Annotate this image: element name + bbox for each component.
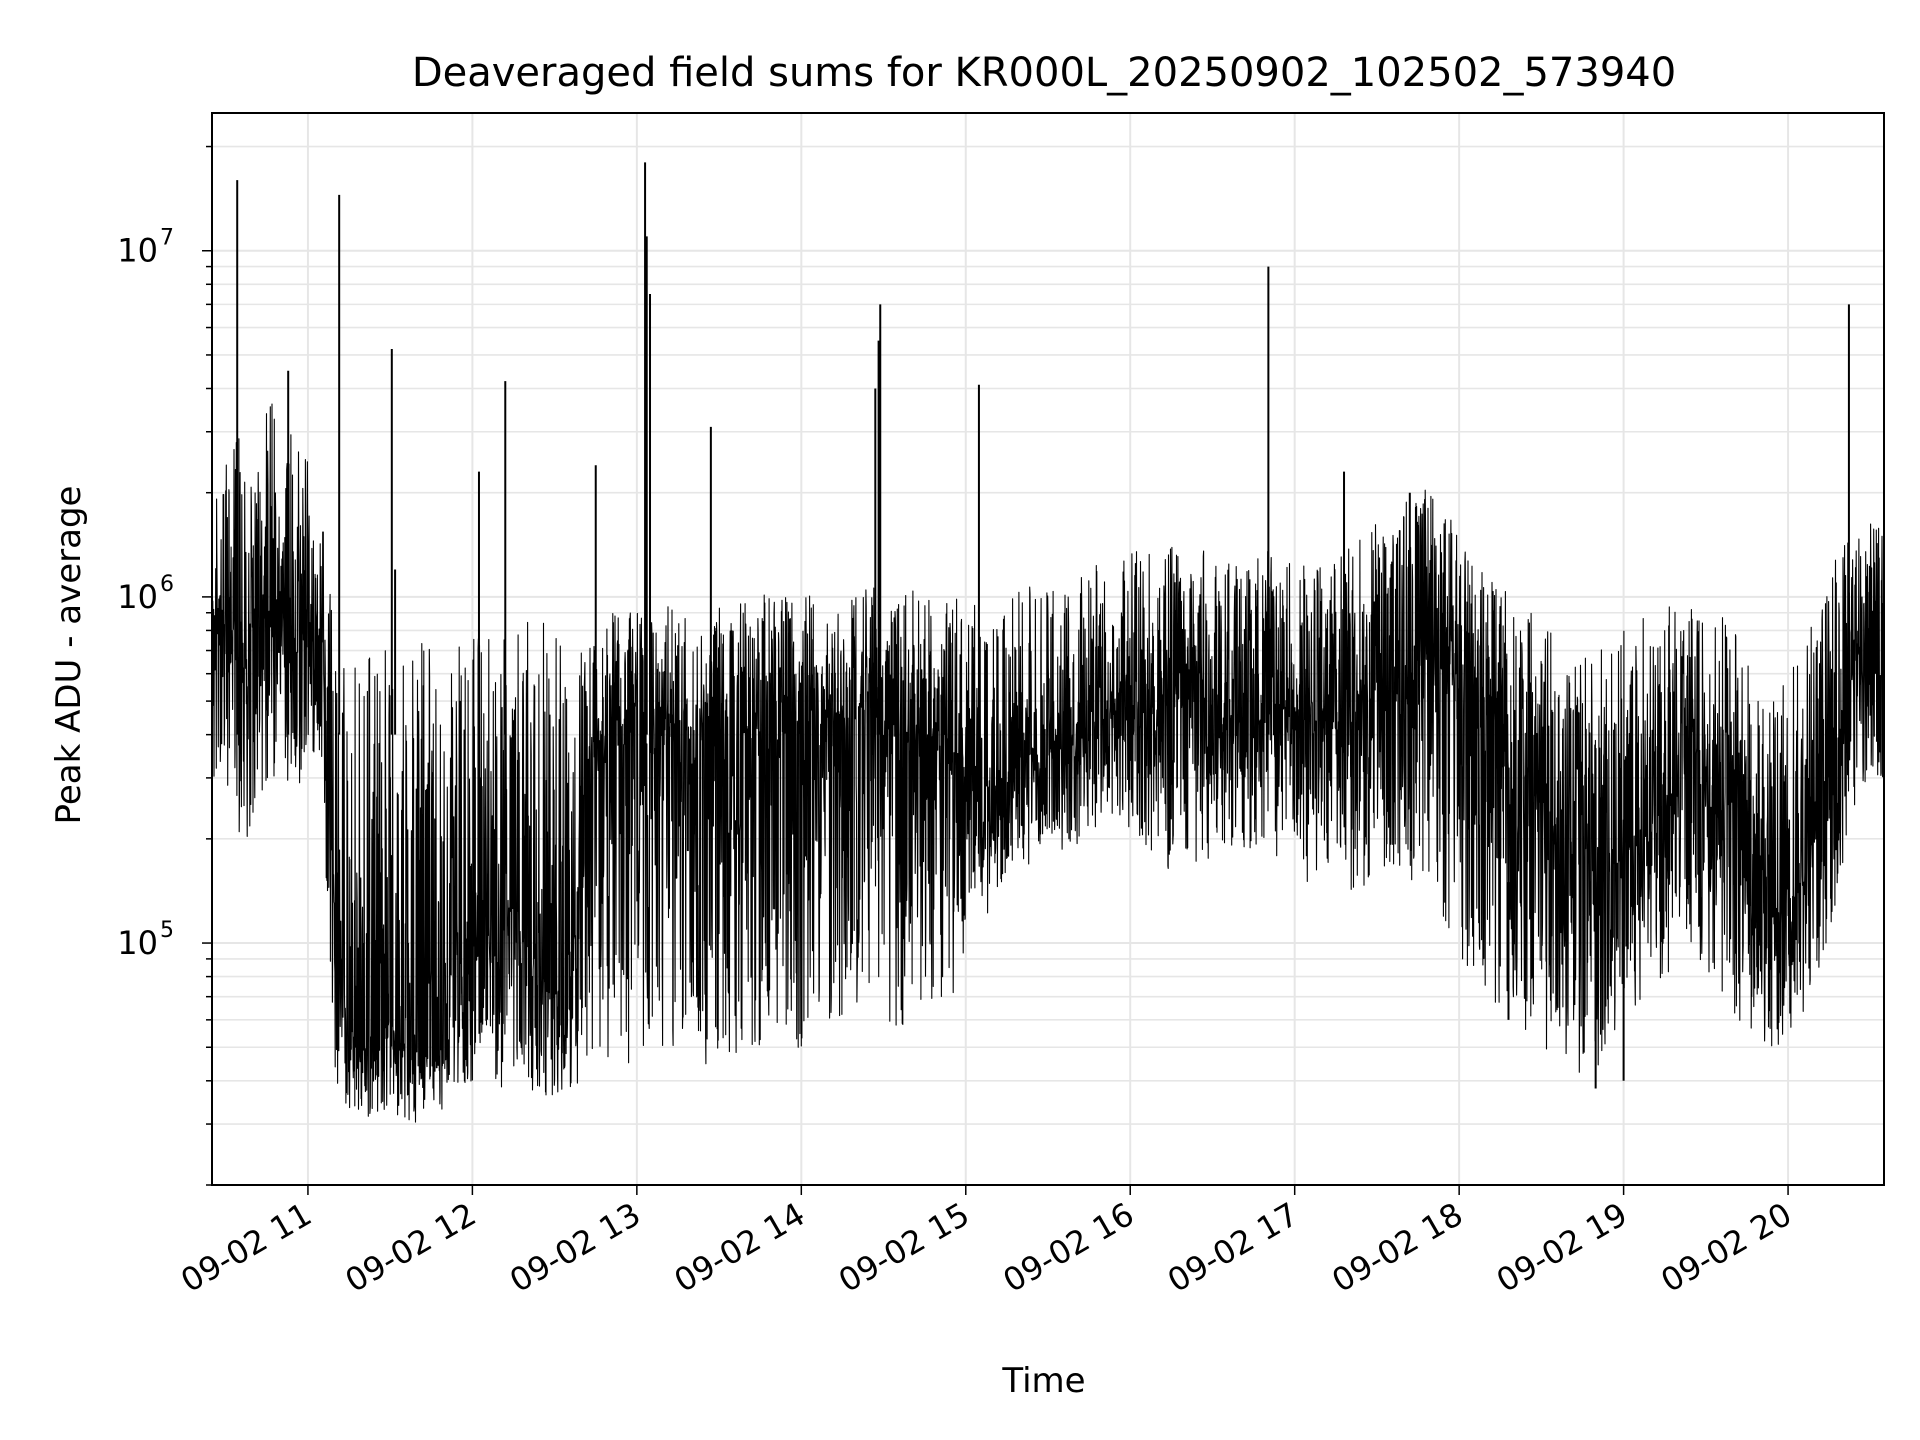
x-axis-label: Time: [1001, 1361, 1085, 1401]
x-axis: 09-02 11 09-02 12 09-02 13 09-02 14 09-02 15…: [174, 1185, 1798, 1300]
y-tick-label-exponent: 7: [160, 226, 174, 251]
plot-area-frame: [211, 112, 1885, 1186]
x-tick-label: 09-02 11: [174, 1195, 318, 1300]
y-tick-label: 10: [117, 578, 158, 616]
x-tick-label: 09-02 12: [339, 1195, 483, 1300]
series-line: [211, 403, 1884, 1123]
x-tick-label: 09-02 16: [997, 1195, 1141, 1300]
chart-title: Deaveraged field sums for KR000L_2025090…: [412, 50, 1676, 96]
x-tick-label: 09-02 17: [1161, 1195, 1305, 1300]
x-tick-label: 09-02 15: [832, 1195, 976, 1300]
x-tick-label: 09-02 14: [668, 1195, 812, 1300]
x-tick-label: 09-02 13: [503, 1195, 647, 1300]
x-tick-label: 09-02 19: [1490, 1195, 1634, 1300]
x-tick-label: 09-02 20: [1654, 1195, 1798, 1300]
x-tick-label: 09-02 18: [1326, 1195, 1470, 1300]
y-tick-label-exponent: 5: [160, 918, 174, 943]
y-tick-label-exponent: 6: [160, 572, 174, 597]
y-tick-label: 10: [117, 232, 158, 270]
y-axis-label: Peak ADU - average: [49, 486, 89, 825]
y-tick-label: 10: [117, 924, 158, 962]
series-group: [211, 162, 1884, 1123]
